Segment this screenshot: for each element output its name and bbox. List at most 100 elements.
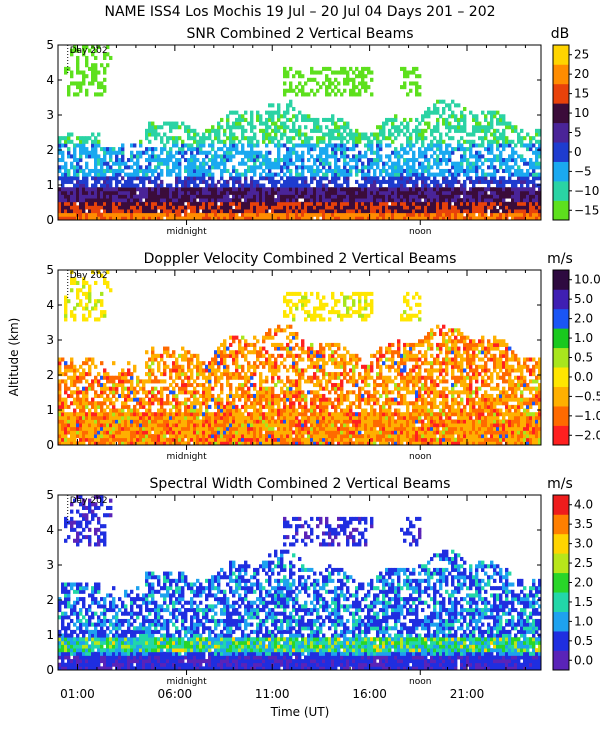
heatmap-cell [271, 201, 275, 206]
heatmap-cell [211, 161, 215, 166]
heatmap-cell [391, 183, 395, 188]
heatmap-cell [73, 45, 77, 50]
heatmap-cell [328, 77, 332, 82]
heatmap-cell [79, 375, 83, 380]
heatmap-cell [475, 161, 479, 166]
heatmap-cell [130, 198, 134, 203]
heatmap-cell [319, 168, 323, 174]
heatmap-cell [145, 147, 149, 152]
heatmap-cell [100, 291, 104, 296]
heatmap-cell [478, 179, 482, 184]
heatmap-cell [433, 194, 437, 199]
heatmap-cell [70, 434, 74, 439]
heatmap-cell [97, 423, 101, 428]
heatmap-cell [397, 176, 401, 181]
heatmap-cell [64, 386, 68, 391]
heatmap-cell [169, 412, 173, 417]
heatmap-cell [208, 375, 212, 380]
heatmap-cell [295, 114, 299, 119]
heatmap-cell [70, 70, 74, 75]
heatmap-cell [175, 434, 179, 439]
heatmap-cell [337, 190, 341, 195]
heatmap-cell [142, 187, 146, 192]
heatmap-cell [181, 346, 185, 351]
heatmap-cell [172, 393, 176, 399]
heatmap-cell [337, 81, 341, 86]
heatmap-cell [58, 143, 62, 148]
colorbar-label: −10 [574, 184, 599, 198]
heatmap-cell [334, 190, 338, 195]
heatmap-cell [514, 205, 518, 210]
heatmap-cell [64, 368, 68, 373]
heatmap-cell [373, 190, 377, 195]
heatmap-cell [493, 194, 497, 199]
heatmap-cell [247, 386, 251, 391]
heatmap-cell [262, 158, 266, 163]
heatmap-cell [262, 216, 266, 221]
heatmap-cell [451, 114, 455, 119]
heatmap-cell [520, 190, 524, 195]
heatmap-cell [58, 386, 62, 391]
colorbar-label: 25 [574, 48, 589, 62]
heatmap-cell [82, 291, 86, 296]
heatmap-cell [256, 401, 260, 406]
heatmap-cell [262, 154, 266, 159]
heatmap-cell [148, 132, 152, 137]
heatmap-cell [124, 415, 128, 420]
heatmap-cell [343, 198, 347, 203]
heatmap-cell [190, 194, 194, 199]
heatmap-cell [145, 132, 149, 137]
heatmap-cell [373, 161, 377, 166]
heatmap-cell [103, 172, 107, 177]
heatmap-cell [112, 401, 116, 406]
heatmap-cell [319, 158, 323, 163]
heatmap-cell [130, 158, 134, 163]
heatmap-cell [247, 154, 251, 159]
heatmap-cell [154, 165, 158, 170]
heatmap-cell [229, 393, 233, 399]
heatmap-cell [268, 194, 272, 199]
heatmap-cell [190, 165, 194, 170]
heatmap-cell [406, 92, 410, 97]
heatmap-cell [511, 194, 515, 199]
heatmap-cell [361, 70, 365, 75]
heatmap-cell [217, 139, 221, 144]
heatmap-cell [190, 368, 194, 373]
heatmap-cell [283, 132, 287, 137]
heatmap-cell [253, 198, 257, 203]
heatmap-cell [262, 209, 266, 214]
heatmap-cell [169, 205, 173, 210]
heatmap-cell [277, 110, 281, 115]
heatmap-cell [289, 183, 293, 188]
heatmap-cell [190, 161, 194, 166]
heatmap-cell [439, 201, 443, 206]
heatmap-cell [496, 187, 500, 192]
heatmap-cell [472, 183, 476, 188]
y-tick-label: 5 [46, 38, 54, 52]
heatmap-cell [253, 179, 257, 184]
heatmap-cell [184, 375, 188, 380]
heatmap-cell [133, 393, 137, 399]
heatmap-cell [526, 198, 530, 203]
heatmap-cell [523, 179, 527, 184]
heatmap-cell [82, 368, 86, 373]
heatmap-cell [226, 190, 230, 195]
heatmap-cell [487, 201, 491, 206]
heatmap-cell [232, 209, 236, 214]
heatmap-cell [76, 415, 80, 420]
heatmap-cell [97, 172, 101, 177]
heatmap-cell [427, 165, 431, 170]
heatmap-cell [523, 143, 527, 148]
heatmap-cell [403, 190, 407, 195]
heatmap-cell [349, 190, 353, 195]
heatmap-cell [70, 81, 74, 86]
heatmap-cell [151, 346, 155, 351]
heatmap-cell [520, 198, 524, 203]
heatmap-cell [112, 190, 116, 195]
heatmap-cell [214, 350, 218, 355]
heatmap-cell [100, 313, 104, 318]
heatmap-cell [103, 209, 107, 214]
heatmap-cell [235, 423, 239, 428]
heatmap-cell [232, 339, 236, 344]
heatmap-cell [448, 201, 452, 206]
